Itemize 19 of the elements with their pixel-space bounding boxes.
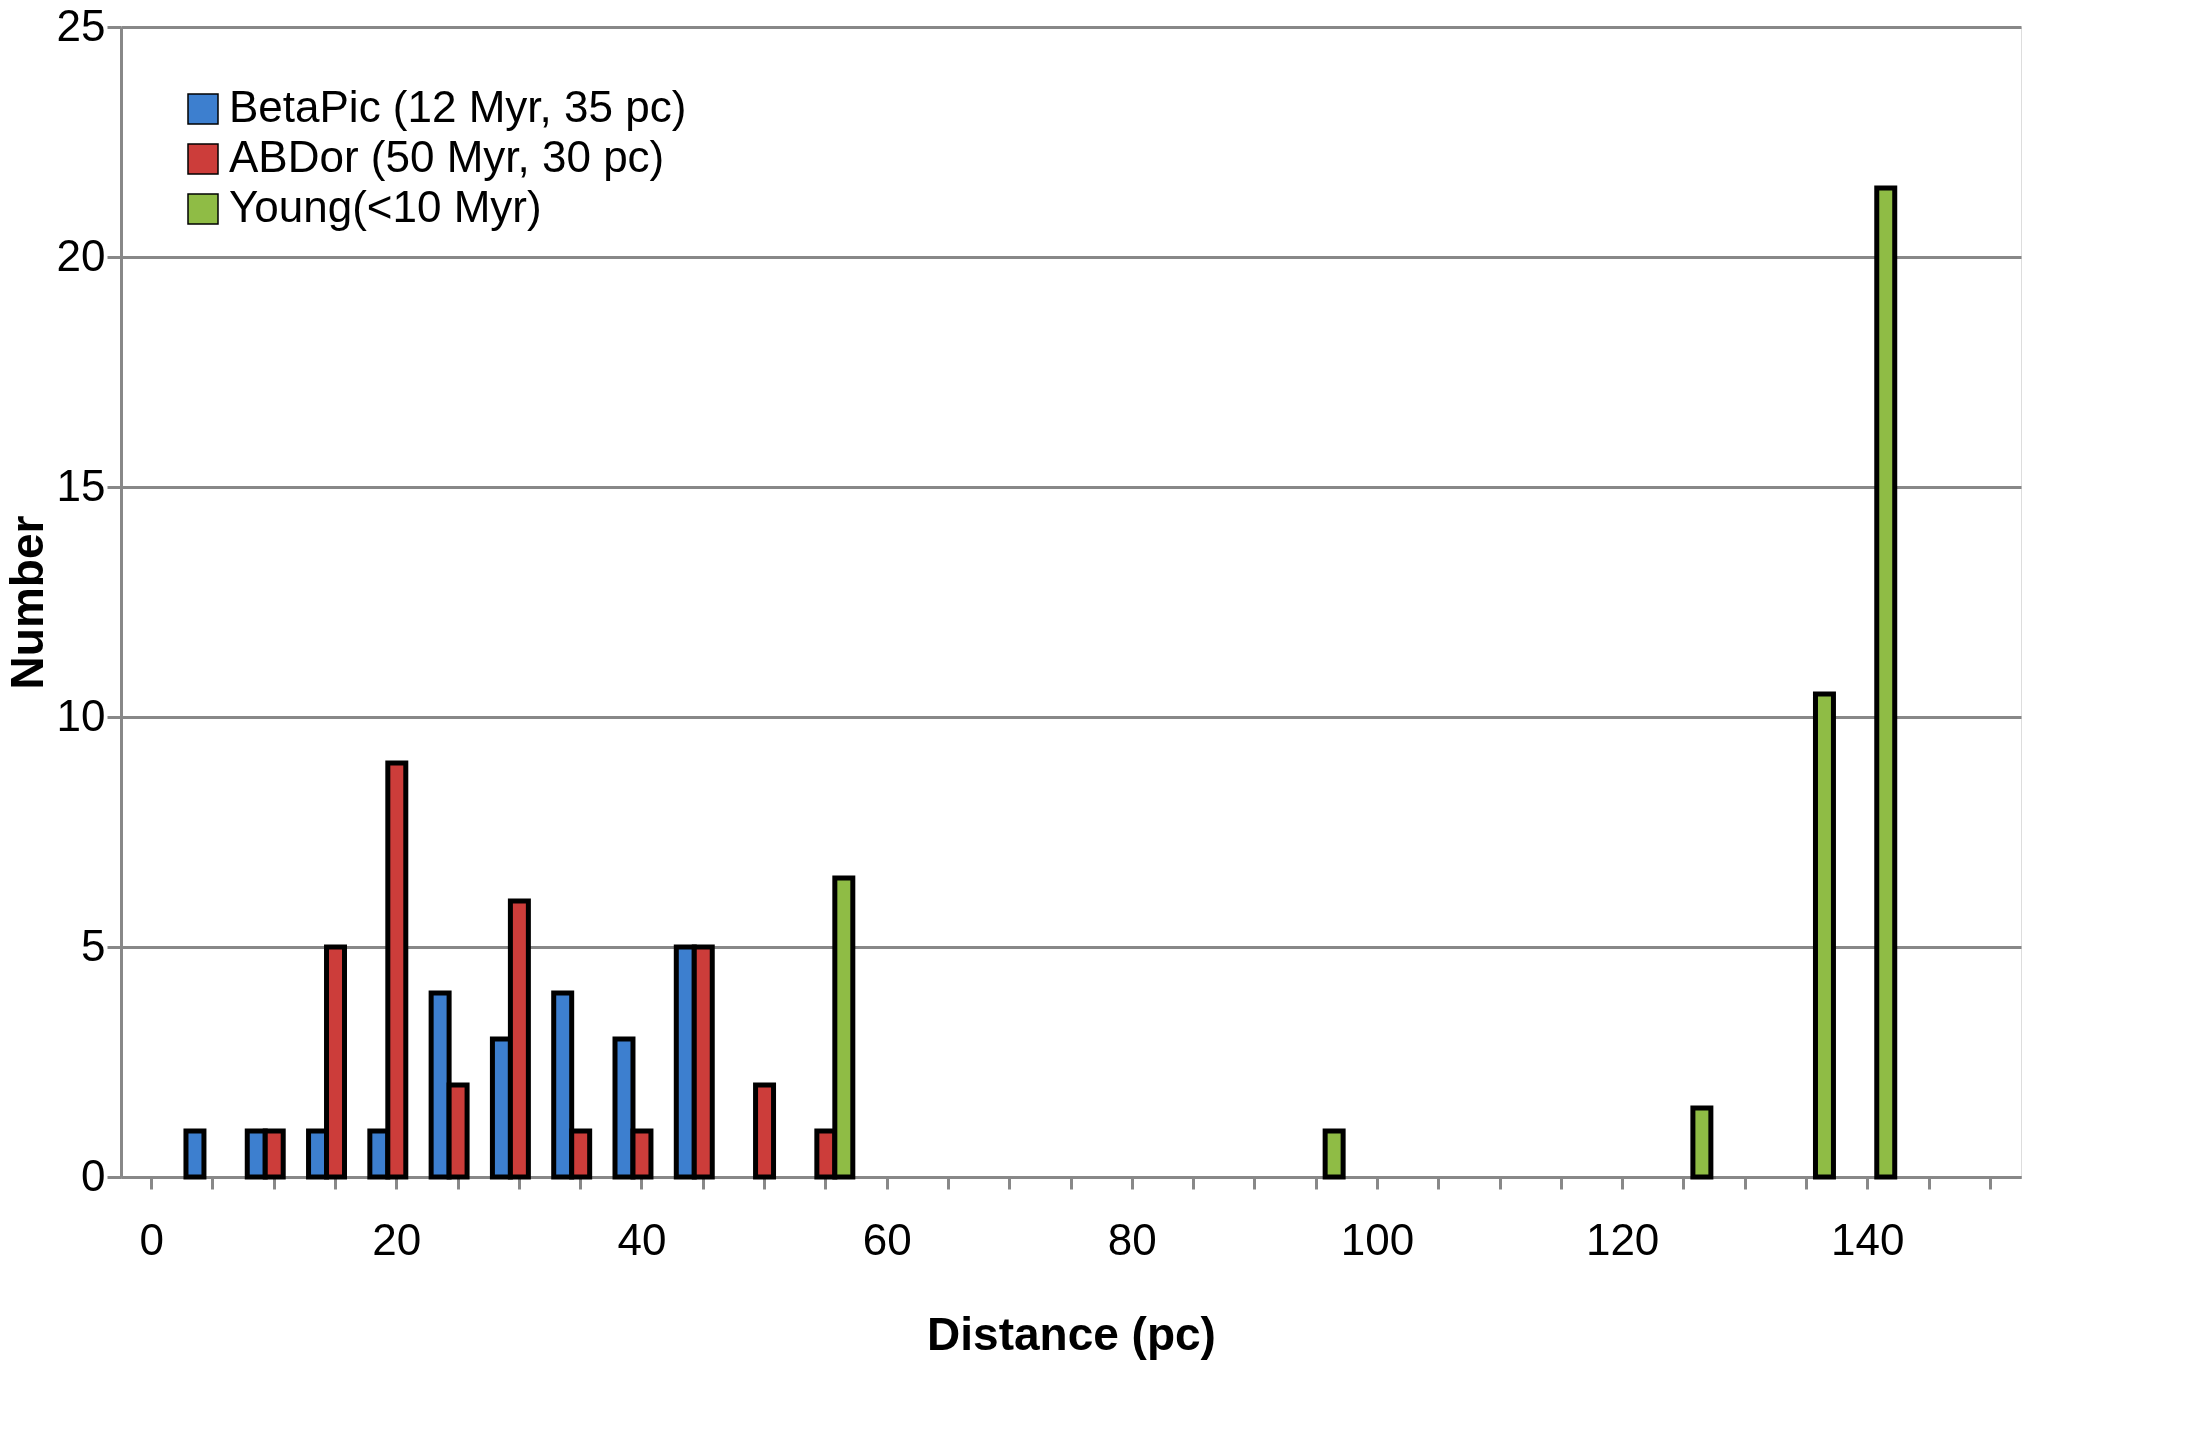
x-tick-label: 20 <box>372 1214 422 1264</box>
legend-label: Young(<10 Myr) <box>229 182 542 231</box>
x-tick-label: 40 <box>617 1214 667 1264</box>
x-axis-title: Distance (pc) <box>927 1307 1216 1360</box>
x-tick-label: 0 <box>139 1214 164 1264</box>
y-tick-label: 15 <box>56 460 106 510</box>
y-tick-label: 0 <box>81 1150 106 1200</box>
x-tick-label: 100 <box>1340 1214 1415 1264</box>
legend-label: BetaPic (12 Myr, 35 pc) <box>229 82 687 131</box>
y-tick-label: 10 <box>56 690 106 740</box>
x-tick-label: 140 <box>1831 1214 1905 1264</box>
y-axis-title: Number <box>0 515 53 690</box>
x-tick-label: 120 <box>1585 1214 1660 1264</box>
legend-label: ABDor (50 Myr, 30 pc) <box>229 132 665 181</box>
x-tick-label: 60 <box>862 1214 912 1264</box>
x-tick-label: 80 <box>1107 1214 1157 1264</box>
y-tick-label: 25 <box>56 0 106 50</box>
y-tick-label: 20 <box>56 230 106 280</box>
y-tick-label: 5 <box>81 920 106 970</box>
